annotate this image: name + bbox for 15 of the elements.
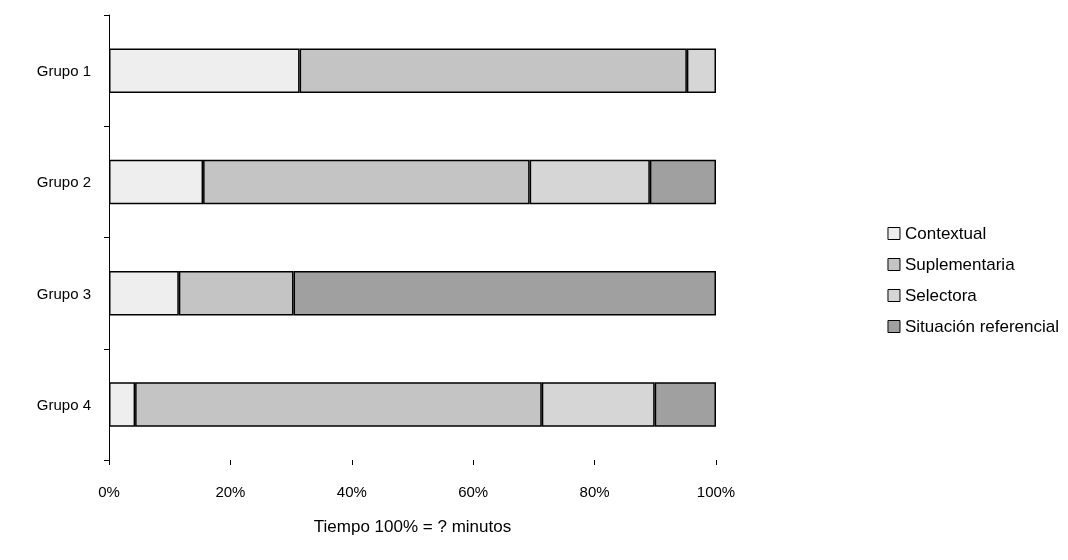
y-tick-label: Grupo 3 — [36, 284, 91, 302]
legend-label: Selectora — [904, 286, 978, 305]
y-tick-label: Grupo 1 — [36, 62, 91, 80]
x-tick-label: 80% — [579, 483, 610, 500]
legend-label: Suplementaria — [904, 255, 1016, 274]
x-tick-label: 100% — [696, 483, 736, 500]
y-tick-label: Grupo 4 — [36, 395, 91, 413]
legend-label: Situación referencial — [904, 317, 1059, 336]
x-tick-label: 20% — [215, 483, 246, 500]
x-axis-title: Tiempo 100% = ? minutos — [313, 517, 512, 536]
x-tick-label: 40% — [336, 483, 367, 500]
x-tick-label: 0% — [98, 483, 120, 500]
legend-label: Contextual — [904, 224, 987, 243]
y-tick-label: Grupo 2 — [36, 173, 91, 191]
x-tick-label: 60% — [458, 483, 489, 500]
